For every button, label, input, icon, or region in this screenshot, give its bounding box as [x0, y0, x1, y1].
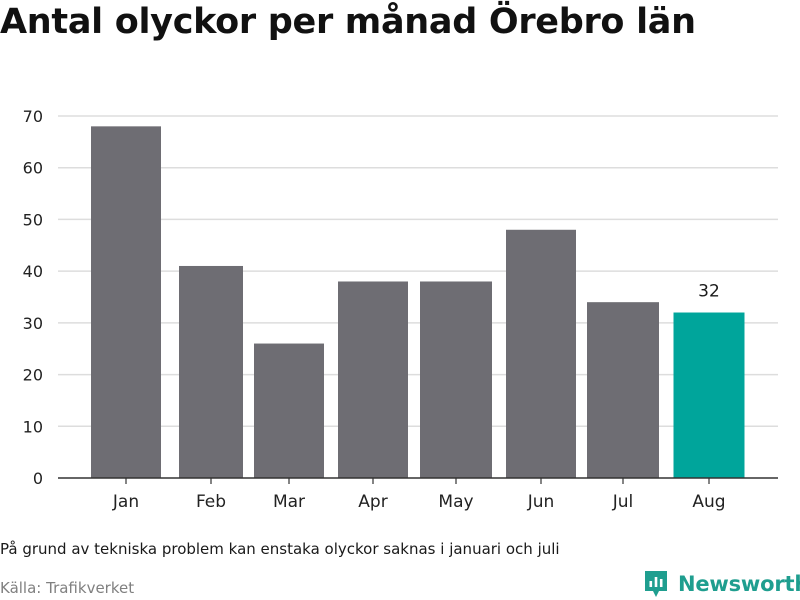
x-tick-label: Aug	[692, 492, 725, 512]
newsworthy-logo: Newsworthy	[643, 569, 800, 599]
x-tick-label: Apr	[358, 492, 387, 512]
y-tick-label: 50	[23, 210, 43, 229]
x-tick-label: Jun	[527, 492, 555, 512]
brand-name: Newsworthy	[678, 572, 800, 596]
bar-feb	[179, 265, 243, 478]
y-tick-label: 30	[23, 314, 43, 333]
bar-jan	[91, 126, 161, 478]
x-tick-label: May	[438, 492, 473, 512]
bar-jun	[506, 229, 576, 478]
y-tick-label: 60	[23, 159, 43, 178]
bar-may	[420, 281, 492, 478]
data-label: 32	[698, 282, 720, 302]
bar-mar	[254, 343, 324, 478]
y-tick-label: 0	[33, 469, 43, 488]
x-tick-label: Jan	[112, 492, 139, 512]
chart-note: På grund av tekniska problem kan enstaka…	[0, 540, 560, 558]
y-tick-label: 70	[23, 107, 43, 126]
newsworthy-icon	[645, 571, 667, 597]
bar-aug	[673, 312, 745, 478]
y-tick-label: 10	[23, 417, 43, 436]
y-tick-label: 40	[23, 262, 43, 281]
x-tick-label: Jul	[612, 492, 634, 512]
bar-apr	[338, 281, 408, 478]
x-tick-label: Feb	[196, 492, 226, 512]
bar-jul	[587, 302, 659, 478]
x-tick-label: Mar	[273, 492, 305, 512]
chart-title: Antal olyckor per månad Örebro län	[0, 2, 696, 42]
y-tick-label: 20	[23, 366, 43, 385]
chart-source: Källa: Trafikverket	[0, 579, 135, 597]
